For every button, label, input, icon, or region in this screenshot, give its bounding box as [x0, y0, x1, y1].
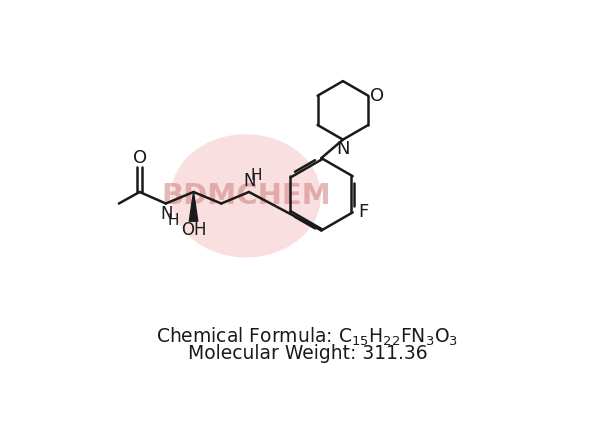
Text: N: N — [336, 140, 350, 158]
Text: Molecular Weight: 311.36: Molecular Weight: 311.36 — [188, 344, 427, 363]
Text: F: F — [358, 203, 368, 221]
Text: H: H — [251, 168, 262, 183]
Ellipse shape — [171, 134, 321, 257]
Text: Chemical Formula: $\mathdefault{C_{15}H_{22}FN_{3}O_{3}}$: Chemical Formula: $\mathdefault{C_{15}H_… — [157, 326, 458, 348]
Text: N: N — [160, 205, 173, 223]
Text: H: H — [168, 213, 179, 228]
Text: O: O — [370, 87, 385, 105]
Polygon shape — [190, 192, 198, 221]
Text: O: O — [133, 149, 147, 167]
Text: N: N — [244, 172, 256, 190]
Text: BDMCHEM: BDMCHEM — [161, 182, 331, 210]
Text: OH: OH — [181, 222, 206, 239]
